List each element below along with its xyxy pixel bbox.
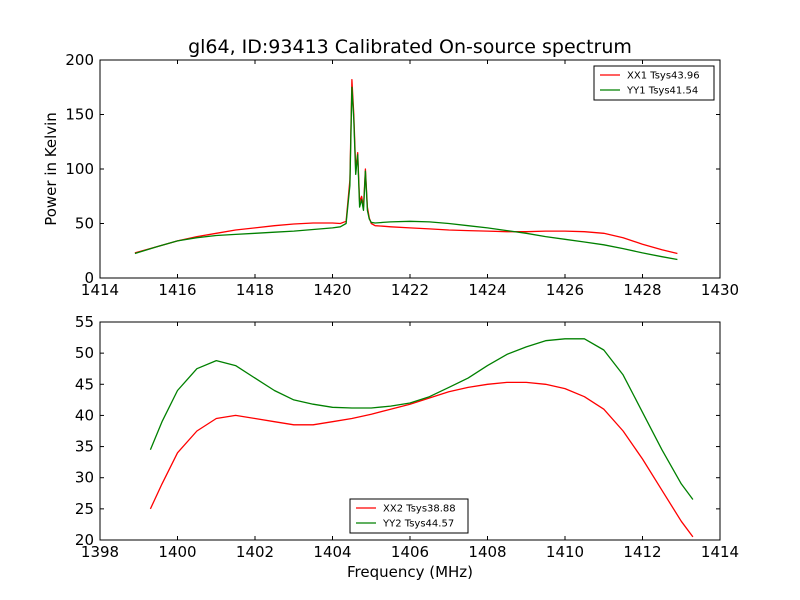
bottom-x-tick-label: 1398	[81, 543, 119, 561]
bottom-x-tick-label: 1404	[313, 543, 351, 561]
bottom-plot-panel: 1398 1400 1402 1404 1406 1408 1410 1412 1414 20 25…	[75, 313, 739, 561]
bottom-series-line-1	[149, 381, 694, 538]
top-y-axis-label: Power in Kelvin	[42, 112, 60, 226]
bottom-x-tick-label: 1406	[391, 543, 429, 561]
bottom-x-tick-label: 1414	[701, 543, 739, 561]
bottom-x-tick-label: 1402	[236, 543, 274, 561]
top-x-tick-label: 1428	[623, 281, 661, 299]
bottom-y-tick-label: 20	[75, 531, 94, 549]
top-legend-box	[593, 65, 715, 101]
top-legend-label-2: YY1 Tsys41.54	[626, 86, 698, 97]
bottom-y-tick-label: 35	[75, 438, 94, 456]
bottom-x-axis-label: Frequency (MHz)	[347, 563, 473, 581]
bottom-y-tick-label: 40	[75, 406, 94, 424]
top-x-tick-label: 1422	[391, 281, 429, 299]
top-x-tick-label: 1416	[158, 281, 196, 299]
bottom-x-tick-label: 1408	[468, 543, 506, 561]
bottom-x-tick-label: 1410	[546, 543, 584, 561]
bottom-x-tick-label: 1412	[623, 543, 661, 561]
top-x-tick-label: 1414	[81, 281, 119, 299]
bottom-legend-box	[349, 498, 469, 534]
top-series-line-1	[134, 78, 678, 255]
bottom-y-tick-label: 30	[75, 469, 94, 487]
top-series-line-2	[134, 86, 678, 261]
top-x-tick-label: 1418	[236, 281, 274, 299]
top-y-tick-label: 50	[75, 215, 94, 233]
bottom-y-tick-label: 25	[75, 500, 94, 518]
bottom-legend-label-2: YY2 Tsys44.57	[382, 519, 454, 530]
chart-title: gl64, ID:93413 Calibrated On-source spec…	[188, 36, 632, 58]
top-x-tick-label: 1424	[468, 281, 506, 299]
top-y-tick-label: 150	[65, 106, 94, 124]
bottom-y-tick-label: 45	[75, 375, 94, 393]
bottom-series-line-2	[149, 338, 694, 500]
top-legend-label-1: XX1 Tsys43.96	[627, 71, 700, 82]
bottom-y-tick-label: 55	[75, 313, 94, 331]
top-x-tick-label: 1430	[701, 281, 739, 299]
bottom-x-tick-label: 1400	[158, 543, 196, 561]
bottom-legend-label-1: XX2 Tsys38.88	[383, 504, 456, 515]
top-plot-panel: 1414 1416 1418 1420 1422 1424 1426 1428 1430 0 50 1…	[65, 51, 739, 299]
bottom-y-tick-label: 50	[75, 344, 94, 362]
top-y-tick-label: 100	[65, 160, 94, 178]
top-x-tick-label: 1426	[546, 281, 584, 299]
top-x-tick-label: 1420	[313, 281, 351, 299]
top-y-tick-label: 0	[84, 269, 94, 287]
bottom-legend: XX2 Tsys38.88 YY2 Tsys44.57	[349, 498, 469, 534]
top-y-tick-label: 200	[65, 51, 94, 69]
top-legend: XX1 Tsys43.96 YY1 Tsys41.54	[593, 65, 715, 101]
